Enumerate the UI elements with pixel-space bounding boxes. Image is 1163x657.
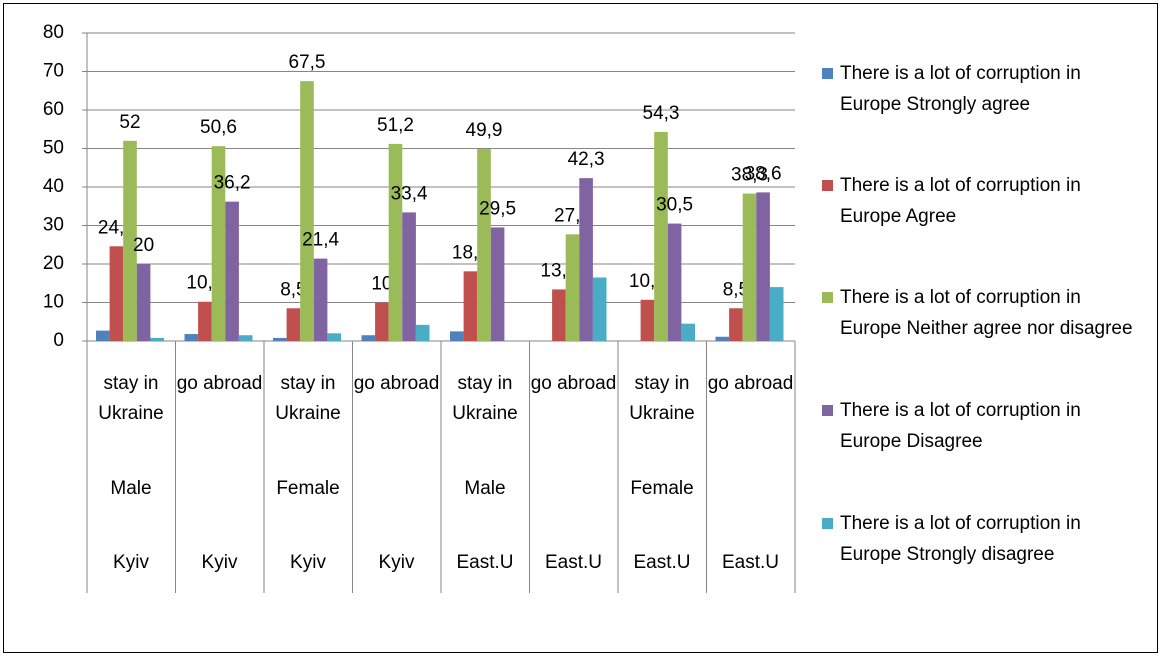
bar bbox=[327, 333, 341, 341]
value-label: 8,5 bbox=[280, 279, 306, 300]
value-label: 10 bbox=[371, 274, 392, 295]
x-tick-label: go abroad bbox=[353, 373, 440, 394]
bar bbox=[565, 234, 580, 341]
bar bbox=[667, 223, 682, 341]
y-tick-label: 40 bbox=[43, 176, 64, 197]
bar bbox=[552, 289, 566, 341]
y-tick-label: 80 bbox=[43, 22, 64, 43]
y-tick-label: 60 bbox=[43, 99, 64, 120]
x-region-label: East.U bbox=[721, 552, 780, 573]
bar bbox=[415, 324, 430, 341]
value-label: 36,2 bbox=[214, 173, 251, 194]
legend-label: There is a lot of corruption in Europe S… bbox=[840, 513, 1081, 565]
bar bbox=[477, 148, 491, 341]
x-region-label: Kyiv bbox=[290, 552, 326, 573]
bar bbox=[300, 81, 314, 341]
legend-swatch bbox=[822, 518, 833, 529]
value-label: 67,5 bbox=[289, 52, 326, 73]
value-label: 42,3 bbox=[568, 149, 605, 170]
value-label: 38,3 bbox=[731, 165, 768, 186]
value-label: 33,4 bbox=[391, 183, 428, 204]
value-label: 38,6 bbox=[745, 163, 782, 184]
legend-swatch bbox=[822, 68, 833, 79]
x-tick-label: go abroad bbox=[176, 373, 263, 394]
value-label: 49,9 bbox=[466, 120, 503, 141]
bar bbox=[592, 277, 607, 341]
y-tick-label: 0 bbox=[53, 330, 64, 351]
x-tick-label: stay in Ukraine bbox=[452, 373, 518, 424]
x-region-label: East.U bbox=[544, 552, 603, 573]
x-region-label: Kyiv bbox=[113, 552, 149, 573]
value-label: 51,2 bbox=[377, 115, 414, 136]
x-group-label: Female bbox=[276, 478, 340, 499]
legend-label: There is a lot of corruption in Europe N… bbox=[840, 287, 1133, 339]
bar bbox=[109, 246, 124, 341]
bar bbox=[238, 335, 253, 341]
bar bbox=[742, 193, 757, 341]
value-label: 54,3 bbox=[643, 103, 680, 124]
legend-swatch bbox=[822, 180, 833, 191]
bar bbox=[123, 140, 137, 341]
bar bbox=[184, 334, 199, 341]
x-group-label: Male bbox=[110, 478, 152, 499]
x-region-label: Kyiv bbox=[378, 552, 415, 573]
value-label: 30,5 bbox=[656, 195, 693, 216]
bar bbox=[361, 335, 376, 341]
legend-label: There is a lot of corruption in Europe D… bbox=[840, 400, 1081, 452]
x-tick-label: stay in Ukraine bbox=[98, 373, 164, 424]
value-label: 52 bbox=[119, 112, 140, 133]
border bbox=[3, 3, 1158, 653]
bar bbox=[388, 143, 403, 341]
bar bbox=[729, 308, 743, 341]
x-tick-label: go abroad bbox=[530, 373, 617, 394]
bar bbox=[211, 146, 226, 341]
legend-label: There is a lot of corruption in Europe A… bbox=[840, 175, 1081, 227]
x-region-label: East.U bbox=[456, 552, 514, 573]
bar bbox=[136, 264, 151, 341]
bar bbox=[579, 178, 593, 341]
legend-swatch bbox=[822, 292, 833, 303]
value-label: 29,5 bbox=[479, 198, 516, 219]
bar bbox=[286, 308, 301, 341]
bar bbox=[490, 227, 505, 341]
bar bbox=[640, 299, 655, 341]
bar bbox=[402, 212, 416, 341]
y-tick-label: 20 bbox=[43, 253, 64, 274]
legend-label: There is a lot of corruption in Europe S… bbox=[840, 63, 1081, 115]
bar bbox=[450, 331, 464, 341]
x-tick-label: go abroad bbox=[707, 373, 794, 394]
value-label: 8,5 bbox=[723, 279, 749, 300]
value-label: 21,4 bbox=[302, 230, 339, 251]
bar bbox=[463, 271, 478, 341]
value-label: 50,6 bbox=[200, 117, 237, 138]
bar bbox=[150, 337, 164, 341]
bar bbox=[681, 323, 695, 341]
bar bbox=[198, 301, 212, 341]
x-region-label: Kyiv bbox=[201, 552, 238, 573]
y-tick-label: 50 bbox=[43, 138, 64, 159]
y-tick-label: 10 bbox=[43, 292, 64, 313]
x-region-label: East.U bbox=[633, 552, 691, 573]
bar bbox=[654, 131, 668, 341]
bar bbox=[225, 201, 239, 341]
bar bbox=[313, 258, 328, 341]
x-group-label: Female bbox=[630, 478, 694, 499]
bar bbox=[756, 192, 770, 341]
legend-swatch bbox=[822, 405, 833, 416]
y-tick-label: 30 bbox=[43, 215, 64, 236]
bar bbox=[375, 302, 389, 341]
x-tick-label: stay in Ukraine bbox=[629, 373, 695, 424]
x-group-label: Male bbox=[464, 478, 506, 499]
bar bbox=[715, 336, 730, 341]
bar bbox=[96, 330, 110, 341]
bar bbox=[769, 287, 784, 341]
y-tick-label: 70 bbox=[43, 61, 64, 82]
bar bbox=[273, 337, 287, 341]
x-tick-label: stay in Ukraine bbox=[275, 373, 341, 424]
value-label: 20 bbox=[133, 235, 154, 256]
